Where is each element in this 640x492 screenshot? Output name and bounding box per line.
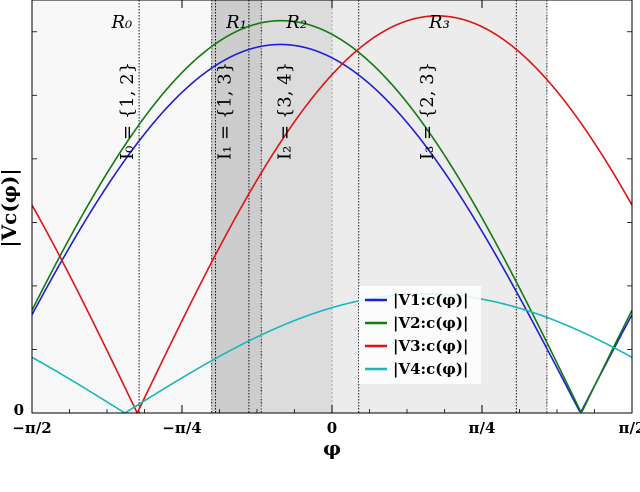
x-tick-label-4: π/2	[619, 419, 640, 437]
region-2	[261, 0, 332, 413]
x-tick-label-1: −π/4	[162, 419, 201, 437]
y-axis-label: |Vc(φ)|	[0, 168, 21, 247]
region-1	[211, 0, 262, 413]
series-line-3	[31, 15, 633, 415]
region-label-2: R₂	[285, 12, 307, 33]
interval-label-1: I₁ = {1, 3}	[215, 62, 236, 160]
x-tick-label-0: −π/2	[12, 419, 51, 437]
region-label-0: R₀	[110, 12, 132, 33]
series-layer	[31, 15, 633, 415]
interval-label-3: I₃ = {2, 3}	[417, 62, 438, 160]
legend-label-4: |V4:c(φ)|	[393, 360, 468, 378]
region-label-1: R₁	[225, 12, 247, 33]
x-axis-label: φ	[323, 436, 341, 460]
ticks-layer: −π/2 −π/4 0 π/4 π/2 0	[12, 0, 640, 437]
legend-label-3: |V3:c(φ)|	[393, 337, 468, 355]
legend: |V1:c(φ)| |V2:c(φ)| |V3:c(φ)| |V4:c(φ)|	[359, 286, 481, 384]
legend-label-2: |V2:c(φ)|	[393, 314, 468, 332]
region-labels-layer: R₀ R₁ R₂ R₃ I₀ = {1, 2} I₁ = {1, 3} I₂ = {3, 4…	[110, 12, 449, 160]
region-0	[32, 0, 212, 413]
series-line-1	[31, 43, 633, 413]
legend-box	[359, 286, 481, 384]
x-tick-label-2: 0	[327, 419, 337, 437]
interval-label-2: I₂ = {3, 4}	[275, 62, 296, 160]
series-line-4	[31, 293, 633, 414]
legend-label-1: |V1:c(φ)|	[393, 291, 468, 309]
region-label-3: R₃	[428, 12, 450, 33]
x-tick-label-3: π/4	[469, 419, 496, 437]
interval-label-0: I₀ = {1, 2}	[117, 62, 138, 160]
y-tick-label-0: 0	[14, 401, 24, 419]
